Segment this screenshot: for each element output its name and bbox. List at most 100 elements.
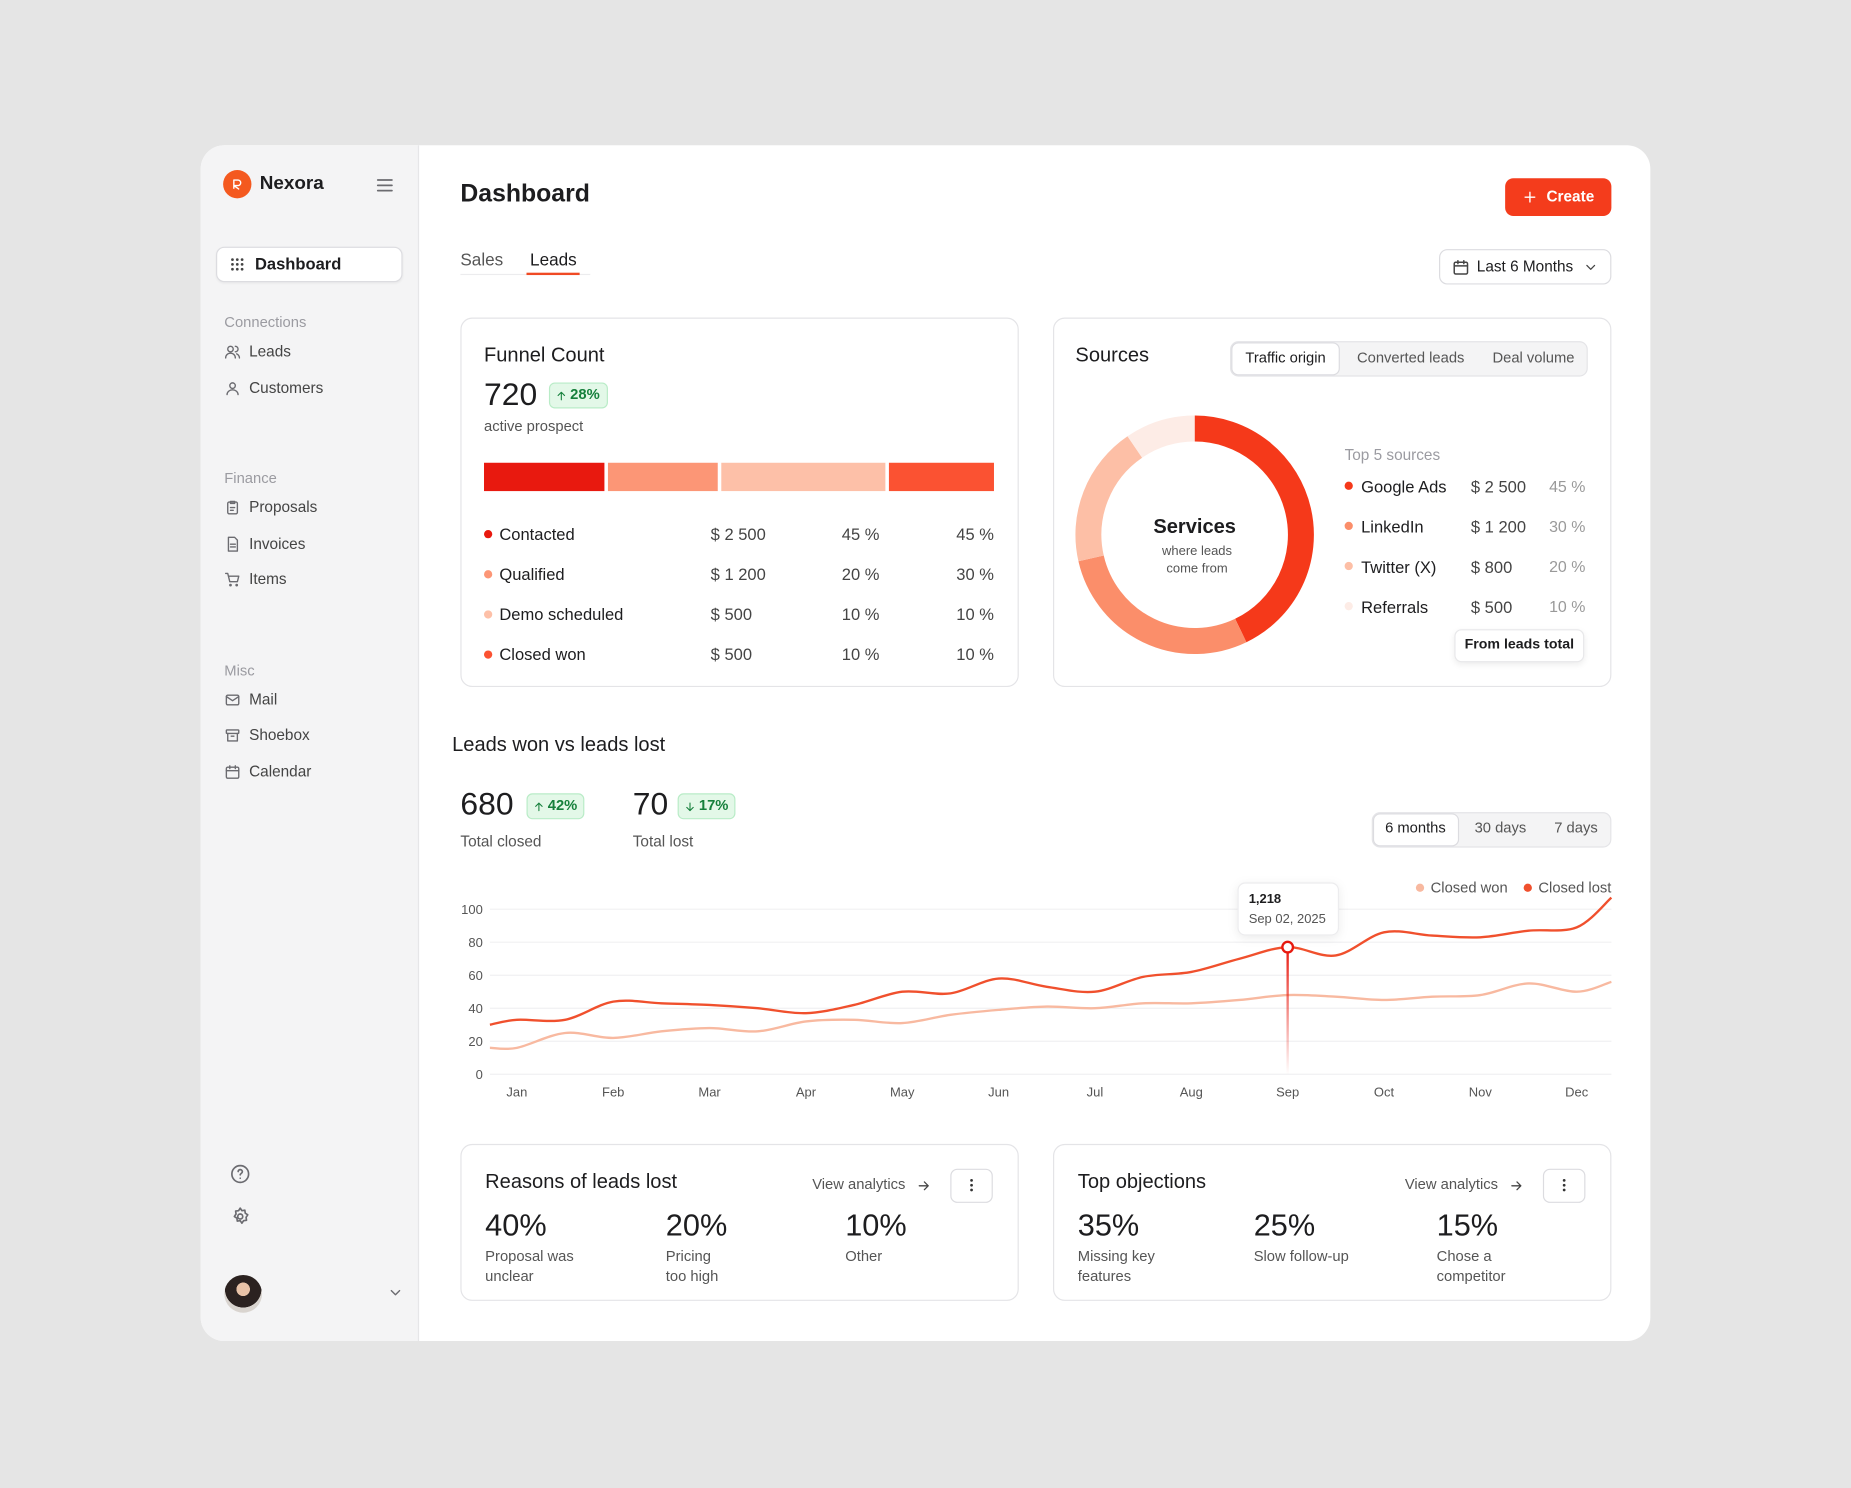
row-share: 10 % [841, 604, 880, 624]
range-select[interactable] [1439, 249, 1612, 285]
icon-shape [1524, 191, 1536, 203]
donut-segment [1078, 555, 1247, 654]
trend-icon [534, 801, 543, 811]
card-title: Top objections [1077, 1170, 1207, 1193]
donut-segment [1127, 415, 1196, 458]
create-label: Create [1546, 187, 1595, 206]
nav-group-title: Misc [224, 661, 255, 679]
icon-shape [1562, 1183, 1566, 1187]
nav-item[interactable]: Items [249, 570, 287, 588]
view-analytics[interactable]: View analytics [812, 1175, 906, 1193]
insight-label: Slow follow-up [1253, 1247, 1349, 1265]
avatar [224, 1274, 263, 1313]
y-tick-label: 40 [468, 1001, 482, 1016]
range-active[interactable] [1372, 813, 1460, 847]
icon-shape [1510, 1180, 1521, 1190]
segment-active[interactable] [1231, 342, 1340, 376]
view-analytics[interactable]: View analytics [1404, 1175, 1499, 1193]
icon-shape [240, 263, 244, 266]
range-option[interactable]: 30 days [1474, 819, 1527, 837]
trend-icon [556, 391, 565, 400]
funnel-caption: active prospect [484, 418, 584, 435]
icon-shape [970, 1183, 973, 1187]
icon-shape [229, 500, 236, 512]
donut-segment [1194, 415, 1314, 643]
segment[interactable]: Deal volume [1492, 349, 1575, 367]
icon-shape [1562, 1179, 1566, 1182]
range-option[interactable]: 7 days [1554, 819, 1598, 837]
nav-active[interactable] [216, 246, 403, 283]
hover-line [1286, 947, 1289, 1075]
change-badge [677, 793, 736, 820]
card-title: Sources [1075, 343, 1150, 367]
nav-item[interactable]: Invoices [249, 534, 306, 552]
change-badge [548, 382, 608, 409]
x-tick-label: Dec [1565, 1085, 1589, 1100]
funnel-card [460, 317, 1019, 688]
funnel-segment [720, 462, 886, 492]
more-icon [970, 1179, 973, 1192]
source-name: Referrals [1361, 597, 1429, 617]
nav-item[interactable]: Customers [249, 378, 324, 396]
funnel-total: 720 [484, 376, 538, 413]
nav-icon [224, 572, 240, 587]
icon-shape [225, 729, 240, 735]
row-amount: $ 1 200 [710, 564, 766, 584]
icon-shape [225, 695, 240, 701]
funnel-segment [484, 462, 604, 492]
icon-shape [685, 801, 694, 811]
row-name: Qualified [499, 564, 565, 584]
x-tick-label: Mar [698, 1085, 721, 1100]
insight-card [460, 1143, 1019, 1301]
nav-item[interactable]: Leads [249, 342, 291, 360]
icon-shape [970, 1179, 973, 1182]
tab[interactable]: Leads [530, 251, 577, 271]
nav-item[interactable]: Dashboard [254, 254, 342, 273]
plus-icon [1524, 191, 1536, 203]
insight-value: 20% [665, 1207, 728, 1243]
series-line [489, 896, 1613, 1026]
menu-button [376, 179, 393, 192]
tab[interactable]: Sales [460, 251, 504, 271]
settings-button [232, 1206, 249, 1224]
segment[interactable]: Converted leads [1356, 349, 1465, 367]
stat-value: 70 [632, 786, 669, 822]
insight-value: 35% [1077, 1207, 1140, 1243]
icon-shape [235, 263, 239, 266]
series-line [489, 980, 1612, 1051]
nav-item[interactable]: Proposals [249, 498, 318, 516]
source-share: 45 % [1549, 477, 1586, 496]
nav-icon [226, 381, 239, 395]
stat-value: 680 [460, 786, 514, 822]
hover-point [1281, 940, 1295, 954]
card-title: Reasons of leads lost [485, 1170, 678, 1193]
nav-item[interactable]: Shoebox [249, 725, 310, 744]
icon-shape [236, 1168, 243, 1179]
create-button[interactable] [1505, 178, 1612, 217]
nav-item[interactable]: Mail [249, 689, 278, 708]
range-option[interactable]: 6 months [1385, 819, 1446, 837]
insight-card [1053, 1143, 1612, 1301]
insight-value: 10% [845, 1207, 907, 1243]
segment[interactable]: Traffic origin [1245, 349, 1326, 367]
icon-shape [1585, 264, 1595, 270]
icon-shape [376, 179, 393, 192]
section-title: Leads won vs leads lost [452, 733, 666, 756]
donut-caption: where leads come from [1161, 544, 1233, 577]
nav-group-title: Finance [224, 470, 277, 487]
nav-icon [227, 500, 239, 515]
stat-label: Total closed [460, 832, 542, 850]
dashboard-icon [231, 258, 244, 271]
arrow-icon [1510, 1180, 1521, 1190]
nav-item[interactable]: Calendar [249, 761, 312, 780]
nav-icon [224, 345, 241, 359]
account-menu [390, 1289, 401, 1296]
row-name: Contacted [499, 524, 575, 544]
icon-shape [225, 693, 240, 705]
source-name: Twitter (X) [1361, 557, 1437, 577]
list-title: Top 5 sources [1344, 446, 1441, 464]
nav-group-title: Connections [224, 314, 307, 331]
legend-dot [1415, 883, 1425, 892]
range-label: Last 6 Months [1476, 257, 1574, 275]
donut-segment [1075, 436, 1143, 562]
